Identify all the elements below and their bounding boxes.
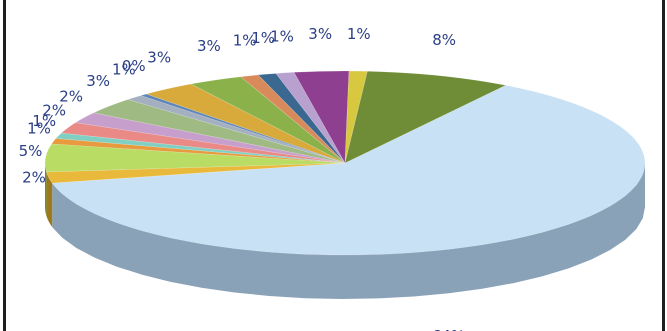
frame-right-border bbox=[662, 0, 665, 331]
slice-top-7 bbox=[92, 99, 346, 164]
slice-label-1: 2% bbox=[22, 169, 46, 187]
slice-top-12 bbox=[240, 74, 346, 164]
slice-top-9 bbox=[139, 93, 346, 164]
slice-label-12: 1% bbox=[233, 31, 257, 49]
slice-label-5: 2% bbox=[42, 101, 66, 119]
slice-top-3 bbox=[51, 138, 346, 164]
slice-top-14 bbox=[275, 71, 346, 164]
slice-top-17 bbox=[344, 70, 507, 164]
slice-top-11 bbox=[190, 76, 346, 164]
slice-label-8: 1% bbox=[112, 61, 136, 79]
slice-label-15: 3% bbox=[308, 25, 332, 43]
slice-top-4 bbox=[55, 132, 346, 164]
slice-label-7: 3% bbox=[86, 72, 110, 90]
slice-top-1 bbox=[45, 162, 346, 184]
slice-label-2: 5% bbox=[19, 142, 43, 160]
slice-label-16: 1% bbox=[347, 25, 371, 43]
slice-top-15 bbox=[293, 70, 350, 165]
slice-label-14: 1% bbox=[270, 27, 294, 45]
slice-label-11: 3% bbox=[197, 37, 221, 55]
slice-label-6: 2% bbox=[59, 88, 83, 106]
slice-label-0: 64% bbox=[432, 327, 465, 331]
slice-side-2 bbox=[45, 163, 47, 216]
slice-top-6 bbox=[74, 112, 346, 164]
slice-side-0 bbox=[52, 163, 645, 299]
slice-top-16 bbox=[344, 70, 368, 164]
slice-top-10 bbox=[145, 83, 346, 164]
slice-label-10: 3% bbox=[147, 49, 171, 67]
slice-label-13: 1% bbox=[251, 29, 275, 47]
slice-top-8 bbox=[126, 95, 346, 164]
slice-top-5 bbox=[60, 122, 346, 164]
slice-label-4: 1% bbox=[32, 112, 56, 130]
frame-left-border bbox=[3, 0, 6, 331]
slice-label-3: 1% bbox=[27, 119, 51, 137]
slice-label-9: 0% bbox=[122, 57, 146, 75]
slice-top-13 bbox=[257, 73, 346, 164]
slice-side-1 bbox=[46, 171, 53, 228]
slice-top-2 bbox=[44, 143, 346, 173]
slice-label-17: 8% bbox=[432, 31, 456, 49]
slice-top-0 bbox=[51, 84, 646, 256]
